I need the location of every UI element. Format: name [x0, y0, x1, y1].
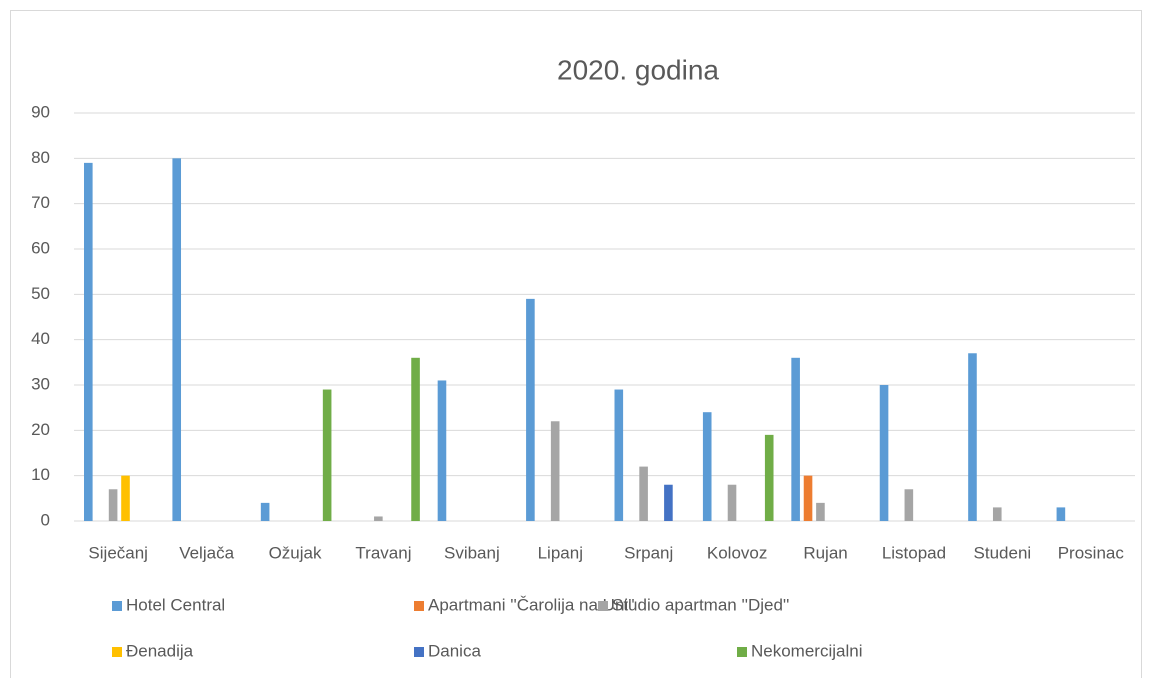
legend-swatch: [414, 647, 424, 657]
x-tick-label: Srpanj: [624, 543, 673, 562]
y-tick-label: 70: [31, 193, 50, 212]
y-tick-label: 60: [31, 238, 50, 257]
bar: [84, 162, 93, 521]
x-tick-label: Ožujak: [269, 543, 322, 562]
bar: [803, 475, 813, 521]
x-tick-label: Lipanj: [538, 543, 583, 562]
y-tick-label: 50: [31, 284, 50, 303]
bar: [904, 489, 914, 521]
y-tick-label: 20: [31, 420, 50, 439]
legend-label: Danica: [428, 641, 481, 660]
y-tick-label: 90: [31, 102, 50, 121]
x-tick-label: Siječanj: [88, 543, 148, 562]
chart-title: 2020. godina: [557, 54, 719, 85]
chart-border: [10, 10, 1142, 678]
bar: [968, 353, 977, 521]
legend-swatch: [414, 601, 424, 611]
bar: [1056, 507, 1066, 521]
x-tick-label: Veljača: [179, 543, 234, 562]
bar: [374, 516, 383, 521]
bar: [121, 475, 130, 521]
x-tick-label: Rujan: [803, 543, 847, 562]
bar: [764, 434, 774, 521]
legend-swatch: [598, 601, 608, 611]
bar: [992, 507, 1002, 521]
bar: [108, 489, 118, 521]
bar: [322, 389, 332, 521]
y-tick-label: 80: [31, 148, 50, 167]
x-tick-label: Kolovoz: [707, 543, 767, 562]
legend-label: Hotel Central: [126, 595, 225, 614]
bar: [727, 484, 737, 521]
bar: [791, 357, 800, 521]
bar: [550, 421, 560, 521]
bar: [526, 298, 535, 521]
legend-label: Đenadija: [126, 641, 194, 660]
legend-swatch: [112, 647, 122, 657]
y-tick-label: 30: [31, 374, 50, 393]
y-tick-label: 0: [41, 510, 50, 529]
legend-swatch: [112, 601, 122, 611]
bar: [437, 380, 447, 521]
legend-label: Apartmani ''Čarolija na Uni'': [428, 595, 635, 614]
x-tick-label: Listopad: [882, 543, 946, 562]
y-tick-label: 40: [31, 329, 50, 348]
y-tick-label: 10: [31, 465, 50, 484]
bar: [816, 502, 825, 521]
legend-label: Studio apartman ''Djed'': [612, 595, 789, 614]
bar: [411, 357, 420, 521]
legend-label: Nekomercijalni: [751, 641, 862, 660]
x-tick-label: Studeni: [974, 543, 1032, 562]
bar: [260, 502, 270, 521]
bar: [172, 158, 182, 522]
legend-swatch: [737, 647, 747, 657]
bar: [614, 389, 624, 521]
bar: [664, 484, 673, 521]
bar: [639, 466, 648, 521]
x-tick-label: Prosinac: [1058, 543, 1125, 562]
x-tick-label: Travanj: [355, 543, 411, 562]
bar: [879, 385, 889, 521]
x-tick-label: Svibanj: [444, 543, 500, 562]
bar: [702, 412, 712, 521]
